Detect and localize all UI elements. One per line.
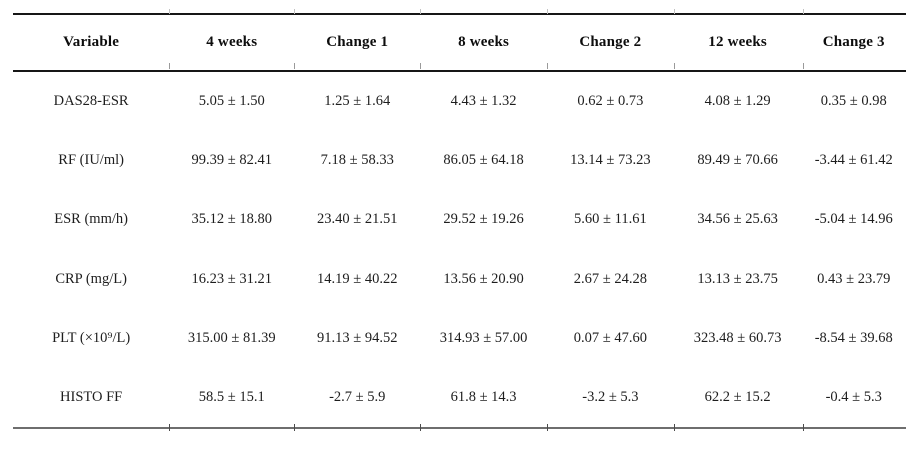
- column-tick: [169, 9, 171, 14]
- column-tick: [420, 9, 422, 14]
- table-cell: 314.93 ± 57.00: [439, 329, 528, 346]
- column-tick: [547, 9, 548, 14]
- table-cell: -3.44 ± 61.42: [814, 152, 893, 169]
- table-cell: -8.54 ± 39.68: [814, 329, 893, 346]
- column-tick: [420, 424, 422, 432]
- table-cell: 5.05 ± 1.50: [198, 93, 265, 110]
- table-cell: 91.13 ± 94.52: [317, 329, 398, 346]
- table-cell: 35.12 ± 18.80: [191, 211, 272, 228]
- row-variable-label: ESR (mm/h): [54, 211, 128, 228]
- column-tick: [673, 424, 675, 432]
- table-cell: 2.67 ± 24.28: [573, 270, 647, 287]
- table-cell: 5.60 ± 11.61: [574, 211, 647, 228]
- table-cell: -2.7 ± 5.9: [329, 389, 386, 406]
- row-variable-label: DAS28-ESR: [53, 93, 129, 110]
- column-tick: [803, 424, 805, 432]
- column-tick: [673, 9, 675, 14]
- table-row-esr: ESR (mm/h) 35.12 ± 18.80 23.40 ± 21.51 2…: [13, 190, 906, 249]
- table-cell: 0.35 ± 0.98: [820, 93, 887, 110]
- table-row-rf: RF (IU/ml) 99.39 ± 82.41 7.18 ± 58.33 86…: [13, 131, 906, 190]
- column-header-change-2: Change 2: [546, 14, 674, 72]
- column-header-change-3: Change 3: [801, 14, 906, 72]
- table-cell: 0.62 ± 0.73: [577, 93, 644, 110]
- table-cell: 1.25 ± 1.64: [324, 93, 391, 110]
- table-cell: 4.08 ± 1.29: [704, 93, 771, 110]
- table-cell: 0.43 ± 23.79: [817, 270, 891, 287]
- table-cell: 29.52 ± 19.26: [443, 211, 524, 228]
- table-cell: 14.19 ± 40.22: [317, 270, 398, 287]
- column-tick: [169, 424, 171, 432]
- table-row-histo-ff: HISTO FF 58.5 ± 15.1 -2.7 ± 5.9 61.8 ± 1…: [13, 368, 906, 428]
- header-row: Variable 4 weeks Change 1 8 weeks Change…: [13, 14, 906, 72]
- table-body: DAS28-ESR 5.05 ± 1.50 1.25 ± 1.64 4.43 ±…: [13, 71, 906, 428]
- table-cell: -3.2 ± 5.3: [582, 389, 639, 406]
- table-cell: 13.13 ± 23.75: [697, 270, 778, 287]
- table-cell: 0.07 ± 47.60: [573, 329, 647, 346]
- table-cell: 58.5 ± 15.1: [198, 389, 265, 406]
- table-cell: 34.56 ± 25.63: [697, 211, 778, 228]
- table-cell: 89.49 ± 70.66: [697, 152, 778, 169]
- column-tick: [803, 63, 805, 69]
- table-row-crp: CRP (mg/L) 16.23 ± 31.21 14.19 ± 40.22 1…: [13, 250, 906, 309]
- column-tick: [294, 63, 296, 69]
- table-cell: 315.00 ± 81.39: [187, 329, 276, 346]
- table-row-das28-esr: DAS28-ESR 5.05 ± 1.50 1.25 ± 1.64 4.43 ±…: [13, 71, 906, 131]
- row-variable-label: RF (IU/ml): [58, 152, 124, 169]
- column-tick: [420, 63, 422, 69]
- table-cell: 99.39 ± 82.41: [191, 152, 272, 169]
- table-cell: 23.40 ± 21.51: [317, 211, 398, 228]
- table-cell: 86.05 ± 64.18: [443, 152, 524, 169]
- column-header-4-weeks: 4 weeks: [169, 14, 295, 72]
- clinical-results-table: Variable 4 weeks Change 1 8 weeks Change…: [13, 13, 906, 430]
- column-header-change-1: Change 1: [294, 14, 421, 72]
- column-header-8-weeks: 8 weeks: [420, 14, 547, 72]
- table-cell: 7.18 ± 58.33: [320, 152, 394, 169]
- table-row-plt: PLT (×10⁹/L) 315.00 ± 81.39 91.13 ± 94.5…: [13, 309, 906, 368]
- row-variable-label: HISTO FF: [60, 389, 123, 406]
- row-variable-label: CRP (mg/L): [55, 270, 127, 287]
- column-tick: [169, 63, 171, 69]
- column-tick: [803, 9, 805, 14]
- table-cell: -0.4 ± 5.3: [825, 389, 882, 406]
- table-cell: 13.56 ± 20.90: [443, 270, 524, 287]
- table-cell: 4.43 ± 1.32: [450, 93, 517, 110]
- table-cell: 323.48 ± 60.73: [693, 329, 782, 346]
- table-cell: 13.14 ± 73.23: [570, 152, 651, 169]
- column-tick: [294, 9, 296, 14]
- column-tick: [294, 424, 296, 432]
- table-header: Variable 4 weeks Change 1 8 weeks Change…: [13, 14, 906, 72]
- column-header-variable: Variable: [13, 14, 170, 72]
- table-cell: 61.8 ± 14.3: [450, 389, 517, 406]
- column-header-12-weeks: 12 weeks: [673, 14, 802, 72]
- table-cell: 62.2 ± 15.2: [704, 389, 771, 406]
- column-tick: [547, 424, 548, 432]
- column-tick: [547, 63, 548, 69]
- column-tick: [673, 63, 675, 69]
- results-table-container: Variable 4 weeks Change 1 8 weeks Change…: [13, 9, 906, 432]
- table-cell: -5.04 ± 14.96: [814, 211, 893, 228]
- table-cell: 16.23 ± 31.21: [191, 270, 272, 287]
- row-variable-label: PLT (×10⁹/L): [52, 329, 131, 346]
